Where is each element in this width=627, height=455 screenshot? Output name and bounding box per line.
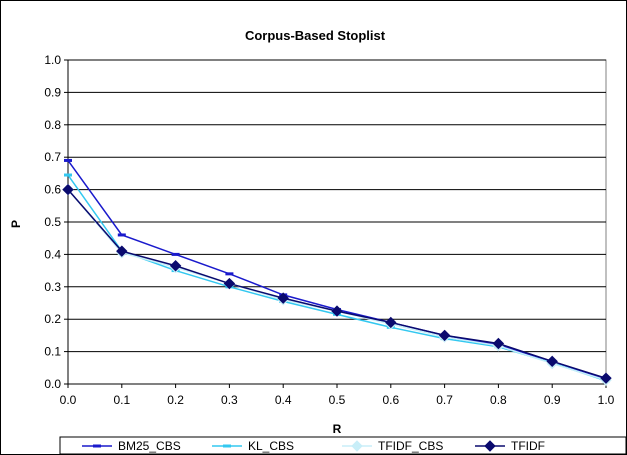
x-axis-label: R (333, 422, 342, 436)
legend-label: KL_CBS (248, 439, 294, 453)
series-group (62, 158, 612, 386)
gridlines (68, 59, 606, 353)
data-point (438, 329, 451, 342)
data-point (64, 158, 72, 162)
y-tick-label: 0.3 (44, 280, 61, 294)
x-tick-label: 1.0 (598, 393, 615, 407)
data-point (64, 173, 72, 177)
y-axis-label: P (9, 220, 23, 228)
y-tick-label: 0.9 (44, 85, 61, 99)
y-tick-label: 0.6 (44, 183, 61, 197)
legend-entry: BM25_CBS (82, 439, 181, 453)
y-tick-label: 0.1 (44, 345, 61, 359)
data-point (116, 245, 128, 257)
legend-entry: KL_CBS (212, 439, 294, 453)
y-axis-ticks: 0.0 0.1 0.2 0.3 0.4 0.5 0.6 0.7 0.8 0.9 1.0 (44, 53, 69, 391)
data-point (117, 233, 126, 237)
x-tick-label: 0.4 (275, 393, 292, 407)
data-point (600, 372, 612, 384)
data-point (169, 260, 182, 272)
data-point (62, 183, 74, 196)
chart-title: Corpus-Based Stoplist (245, 28, 386, 43)
x-tick-label: 0.3 (221, 393, 238, 407)
data-point (351, 440, 363, 452)
data-point (385, 316, 397, 329)
y-tick-label: 0.7 (44, 150, 61, 164)
y-tick-label: 1.0 (44, 53, 61, 67)
legend-entry: TFIDF (475, 439, 545, 453)
data-point (225, 272, 234, 276)
y-tick-label: 0.5 (44, 215, 61, 229)
legend-label: BM25_CBS (118, 439, 181, 453)
x-tick-label: 0.6 (382, 393, 399, 407)
legend-label: TFIDF (511, 439, 545, 453)
x-tick-label: 0.9 (544, 393, 561, 407)
y-tick-label: 0.8 (44, 118, 61, 132)
series-tfidf (62, 183, 612, 384)
x-tick-label: 0.2 (167, 393, 184, 407)
x-tick-label: 0.8 (490, 393, 507, 407)
x-tick-label: 0.1 (113, 393, 130, 407)
x-tick-label: 0.7 (436, 393, 453, 407)
data-point (492, 337, 505, 350)
legend-entry: TFIDF_CBS (342, 439, 443, 453)
y-tick-label: 0.4 (44, 247, 61, 261)
legend-label: TFIDF_CBS (378, 439, 443, 453)
data-point (223, 277, 236, 290)
y-tick-label: 0.0 (44, 377, 61, 391)
legend: BM25_CBS KL_CBS TFIDF_CBS TFIDF (82, 439, 545, 453)
x-axis-ticks: 0.0 0.1 0.2 0.3 0.4 0.5 0.6 0.7 0.8 0.9 1.0 (60, 383, 615, 407)
x-tick-label: 0.5 (329, 393, 346, 407)
data-point (223, 444, 231, 448)
data-point (93, 444, 101, 448)
data-point (277, 292, 289, 304)
y-tick-label: 0.2 (44, 312, 61, 326)
x-tick-label: 0.0 (60, 393, 77, 407)
data-point (546, 355, 558, 368)
data-point (331, 305, 343, 317)
data-point (484, 440, 496, 452)
data-point (171, 252, 180, 256)
